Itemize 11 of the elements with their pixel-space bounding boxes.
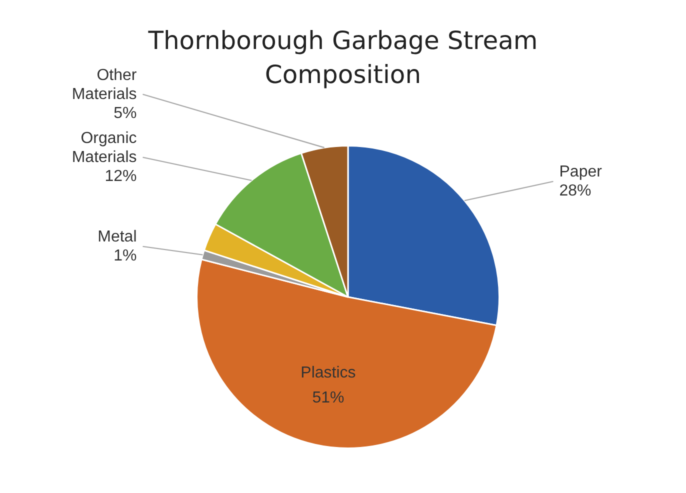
slice-label: Metal: [98, 228, 137, 246]
data-label: 28%: [559, 182, 592, 200]
data-label: 1%: [114, 247, 137, 264]
data-label: 5%: [114, 104, 137, 122]
slice-label: Organic Materials: [72, 130, 137, 166]
slice-label: Plastics: [300, 364, 356, 382]
data-label: 51%: [312, 389, 344, 406]
slice-label: Paper: [559, 163, 603, 180]
chart-title: Thornborough Garbage Stream Composition: [147, 25, 539, 91]
slice-label: Other Materials: [72, 66, 138, 103]
data-label: 12%: [104, 168, 137, 185]
